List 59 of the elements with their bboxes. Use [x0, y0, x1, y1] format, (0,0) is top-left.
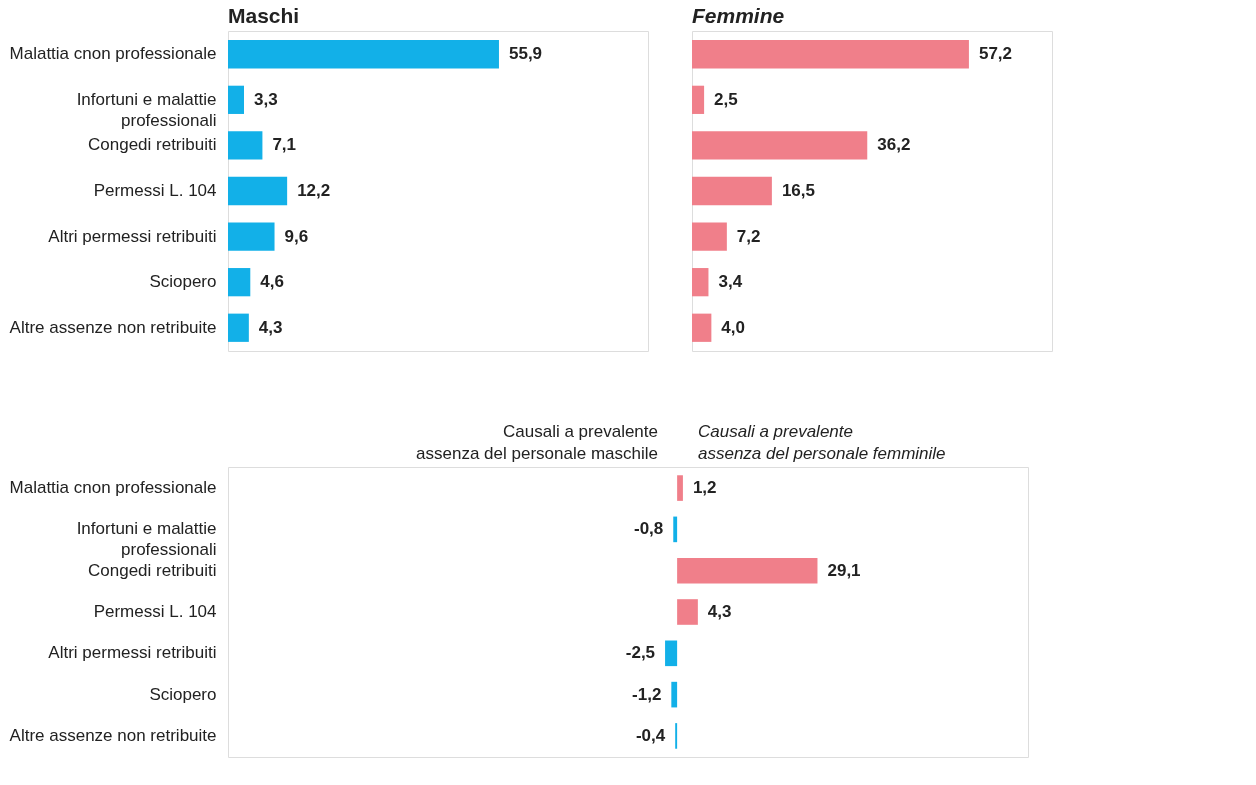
y-tick-label: Permessi L. 104: [93, 181, 217, 200]
y-tick-label: Infortuni e malattie professionali: [76, 519, 217, 560]
bar: [692, 313, 712, 342]
y-tick-label: Altre assenze non retribuite: [9, 725, 217, 745]
text: Causali a prevalente assenza del personale femminile: [698, 422, 946, 463]
bar: [228, 222, 275, 251]
bar: [228, 313, 249, 342]
data-label: 1,2: [692, 478, 717, 498]
bar: [228, 176, 288, 206]
y-tick-label: Infortuni e malattie professionali: [76, 89, 217, 130]
chart-title: Maschi: [228, 4, 300, 27]
y-tick-label: Altri permessi retribuiti: [48, 226, 217, 246]
y-tick-label: Altre assenze non retribuite: [9, 317, 217, 337]
data-label: 2,5: [714, 89, 738, 109]
data-label: 16,5: [781, 181, 815, 200]
data-label: 4,0: [721, 317, 746, 337]
y-tick-label: Permessi L. 104: [93, 602, 217, 621]
bar: [677, 475, 683, 501]
data-label: 9,6: [284, 226, 309, 246]
bar: [673, 516, 678, 543]
y-tick-label: Malattia cnon professionale: [9, 478, 217, 498]
bar: [228, 40, 499, 69]
y-tick-label: Congedi retribuiti: [87, 135, 217, 155]
y-tick-label: Sciopero: [149, 684, 217, 704]
bar: [228, 85, 244, 114]
bar: [228, 268, 251, 297]
data-label: -1,2: [632, 684, 662, 704]
y-tick-label: Malattia cnon professionale: [9, 44, 217, 64]
data-label: 29,1: [827, 560, 861, 580]
data-label: -2,5: [625, 643, 656, 663]
text: Causali a prevalente assenza del personale maschile: [416, 422, 658, 463]
bar: [665, 640, 678, 667]
data-label: 55,9: [508, 44, 543, 64]
y-tick-label: Sciopero: [149, 272, 217, 292]
data-label: 4,3: [258, 317, 283, 337]
bar: [671, 681, 678, 708]
bar: [228, 131, 263, 160]
data-label: 3,4: [718, 272, 743, 292]
bar: [692, 222, 727, 251]
bar: [692, 85, 705, 114]
bar: [692, 268, 709, 297]
data-label: -0,8: [633, 519, 664, 539]
data-label: 12,2: [297, 181, 331, 200]
bar: [692, 40, 969, 69]
y-tick-label: Congedi retribuiti: [87, 560, 217, 580]
data-label: 4,6: [260, 272, 284, 292]
data-label: 4,3: [707, 602, 732, 621]
bar: [677, 557, 818, 584]
data-label: 57,2: [978, 44, 1013, 64]
bar: [692, 131, 868, 160]
y-tick-label: Altri permessi retribuiti: [48, 643, 217, 663]
data-label: 36,2: [877, 135, 911, 155]
bar: [692, 176, 772, 206]
bar: [677, 599, 698, 625]
data-label: -0,4: [635, 725, 666, 745]
data-label: 3,3: [254, 89, 278, 109]
data-label: 7,2: [736, 226, 761, 246]
chart-title: Femmine: [692, 4, 785, 27]
data-label: 7,1: [272, 135, 297, 155]
